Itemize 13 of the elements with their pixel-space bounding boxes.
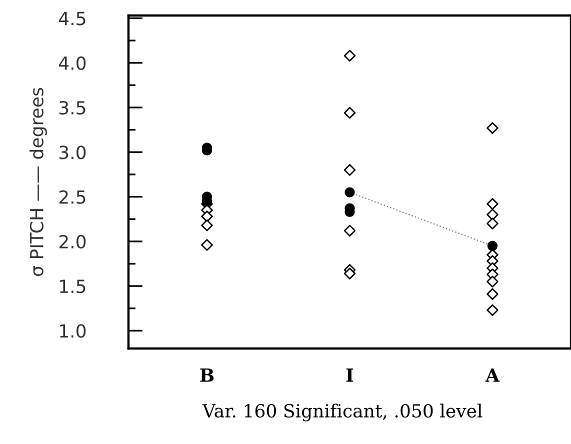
y-tick-label: 4.0 bbox=[58, 56, 86, 70]
y-tick-label: 4.5 bbox=[58, 12, 86, 26]
y-tick-label: 3.5 bbox=[59, 100, 86, 115]
x-tick-label: A bbox=[485, 368, 500, 382]
y-tick-label: 3.0 bbox=[59, 146, 86, 160]
x-tick-label: I bbox=[346, 368, 354, 382]
y-axis-title: σ PITCH —— degrees bbox=[30, 88, 47, 276]
x-tick-label: B bbox=[200, 368, 214, 382]
x-axis-title: Var. 160 Significant, .050 level bbox=[202, 404, 482, 422]
y-tick-label: 2.0 bbox=[59, 234, 86, 249]
y-tick-label: 1.0 bbox=[60, 324, 86, 338]
y-tick-label: 1.5 bbox=[60, 280, 86, 294]
y-tick-label: 2.5 bbox=[59, 190, 86, 204]
